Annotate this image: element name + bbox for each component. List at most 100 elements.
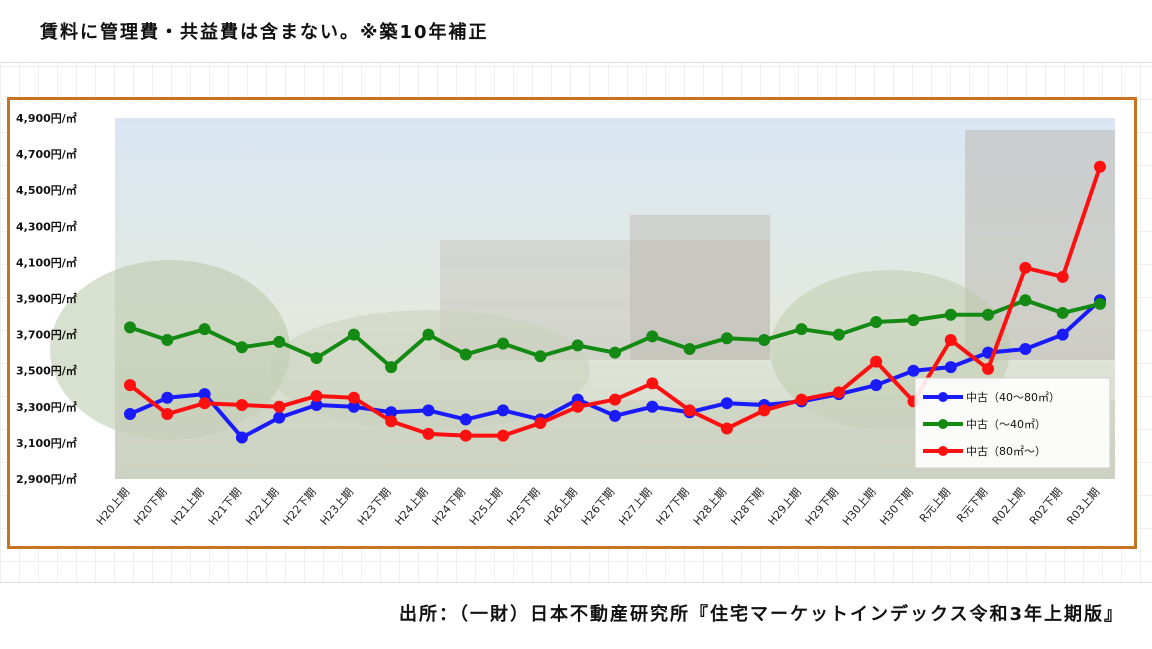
data-point	[161, 408, 174, 421]
legend-marker	[938, 419, 948, 429]
data-point	[497, 429, 510, 442]
data-point	[870, 379, 883, 392]
data-point	[497, 404, 510, 417]
data-point	[124, 379, 136, 392]
data-point	[646, 377, 659, 390]
data-point	[235, 398, 248, 411]
data-point	[720, 422, 733, 435]
x-tick-label: H28下期	[728, 486, 766, 528]
y-tick-label: 3,900円/㎡	[16, 292, 77, 306]
x-tick-label: H28上期	[691, 486, 729, 528]
data-point	[459, 348, 472, 361]
source-note: 出所：（一財）日本不動産研究所『住宅マーケットインデックス令和3年上期版』	[399, 604, 1124, 625]
y-axis: 2,900円/㎡ 3,100円/㎡ 3,300円/㎡ 3,500円/㎡ 3,700円/㎡…	[16, 111, 77, 486]
data-point	[459, 413, 472, 426]
data-point	[273, 411, 286, 424]
x-tick-label: R02下期	[1027, 486, 1065, 528]
data-point	[347, 328, 360, 341]
data-point	[982, 308, 995, 321]
data-point	[161, 391, 174, 404]
y-tick-label: 3,300円/㎡	[16, 400, 77, 414]
data-point	[1056, 306, 1069, 319]
y-tick-label: 3,700円/㎡	[16, 328, 77, 342]
x-tick-label: H22下期	[280, 486, 318, 528]
data-point	[758, 404, 771, 417]
x-tick-label: H29下期	[803, 486, 841, 528]
x-tick-label: H23上期	[318, 486, 356, 528]
data-point	[161, 334, 174, 347]
header-row: 賃料に管理費・共益費は含まない。※築10年補正	[0, 0, 1152, 63]
data-point	[609, 346, 621, 359]
x-tick-label: H26下期	[579, 486, 617, 528]
x-tick-label: H30下期	[877, 486, 915, 528]
series-lines	[124, 160, 1106, 444]
y-tick-label: 3,100円/㎡	[16, 436, 77, 450]
data-point	[1019, 294, 1032, 307]
y-tick-label: 4,100円/㎡	[16, 255, 77, 269]
data-point	[907, 364, 920, 377]
data-point	[758, 334, 771, 347]
x-tick-label: R02上期	[990, 486, 1028, 528]
data-point	[310, 398, 323, 411]
data-point	[422, 328, 435, 341]
legend-marker	[938, 392, 948, 402]
x-tick-label: R元上期	[917, 486, 953, 526]
x-tick-label: H21下期	[206, 486, 244, 528]
data-point	[1019, 343, 1032, 356]
data-point	[422, 427, 435, 440]
data-point	[310, 352, 323, 365]
data-point	[310, 389, 323, 402]
data-point	[1019, 261, 1032, 274]
data-point	[944, 334, 957, 347]
data-point	[571, 339, 584, 352]
x-tick-label: H21上期	[168, 486, 206, 528]
data-point	[124, 408, 136, 421]
data-point	[347, 391, 360, 404]
y-tick-label: 4,300円/㎡	[16, 219, 77, 233]
y-tick-label: 4,700円/㎡	[16, 147, 77, 161]
legend-label: 中古（80㎡～）	[966, 445, 1046, 458]
data-point	[422, 404, 435, 417]
x-tick-label: H29上期	[765, 486, 803, 528]
data-point	[1056, 328, 1069, 341]
x-tick-label: R元下期	[954, 486, 990, 526]
x-tick-label: H20下期	[131, 486, 169, 528]
data-point	[832, 328, 845, 341]
data-point	[347, 400, 360, 413]
y-tick-label: 4,500円/㎡	[16, 183, 77, 197]
x-tick-label: R03上期	[1064, 486, 1102, 528]
chart-frame[interactable]: 2,900円/㎡ 3,100円/㎡ 3,300円/㎡ 3,500円/㎡ 3,700円/㎡…	[7, 97, 1137, 636]
data-point	[124, 321, 136, 334]
data-point	[273, 400, 286, 413]
data-point	[683, 343, 696, 356]
data-point	[609, 409, 621, 422]
data-point	[497, 337, 510, 350]
x-tick-label: H27上期	[616, 486, 654, 528]
data-point	[982, 362, 995, 375]
data-point	[385, 361, 398, 374]
legend-label: 中古（～40㎡）	[966, 418, 1046, 431]
data-point	[646, 400, 659, 413]
legend-marker	[938, 446, 948, 456]
x-tick-label: H30上期	[840, 486, 878, 528]
rent-chart: 2,900円/㎡ 3,100円/㎡ 3,300円/㎡ 3,500円/㎡ 3,700円/㎡…	[16, 111, 1115, 528]
footer-row	[0, 582, 1152, 649]
data-point	[795, 393, 808, 406]
data-point	[609, 393, 621, 406]
x-tick-label: H27下期	[653, 486, 691, 528]
x-tick-label: H20上期	[94, 486, 132, 528]
data-point	[534, 417, 547, 430]
data-point	[235, 431, 248, 444]
data-point	[720, 397, 733, 410]
x-axis: H20上期H20下期H21上期H21下期H22上期H22下期H23上期H23下期…	[94, 486, 1102, 528]
y-tick-label: 2,900円/㎡	[16, 472, 77, 486]
data-point	[907, 314, 920, 327]
data-point	[1094, 160, 1106, 173]
x-tick-label: H22上期	[243, 486, 281, 528]
x-tick-label: H26上期	[542, 486, 580, 528]
data-point	[385, 406, 398, 419]
x-tick-label: H25下期	[504, 486, 542, 528]
legend: 中古（40～80㎡） 中古（～40㎡） 中古（80㎡～）	[914, 377, 1111, 469]
data-point	[198, 388, 211, 401]
data-point	[534, 350, 547, 363]
